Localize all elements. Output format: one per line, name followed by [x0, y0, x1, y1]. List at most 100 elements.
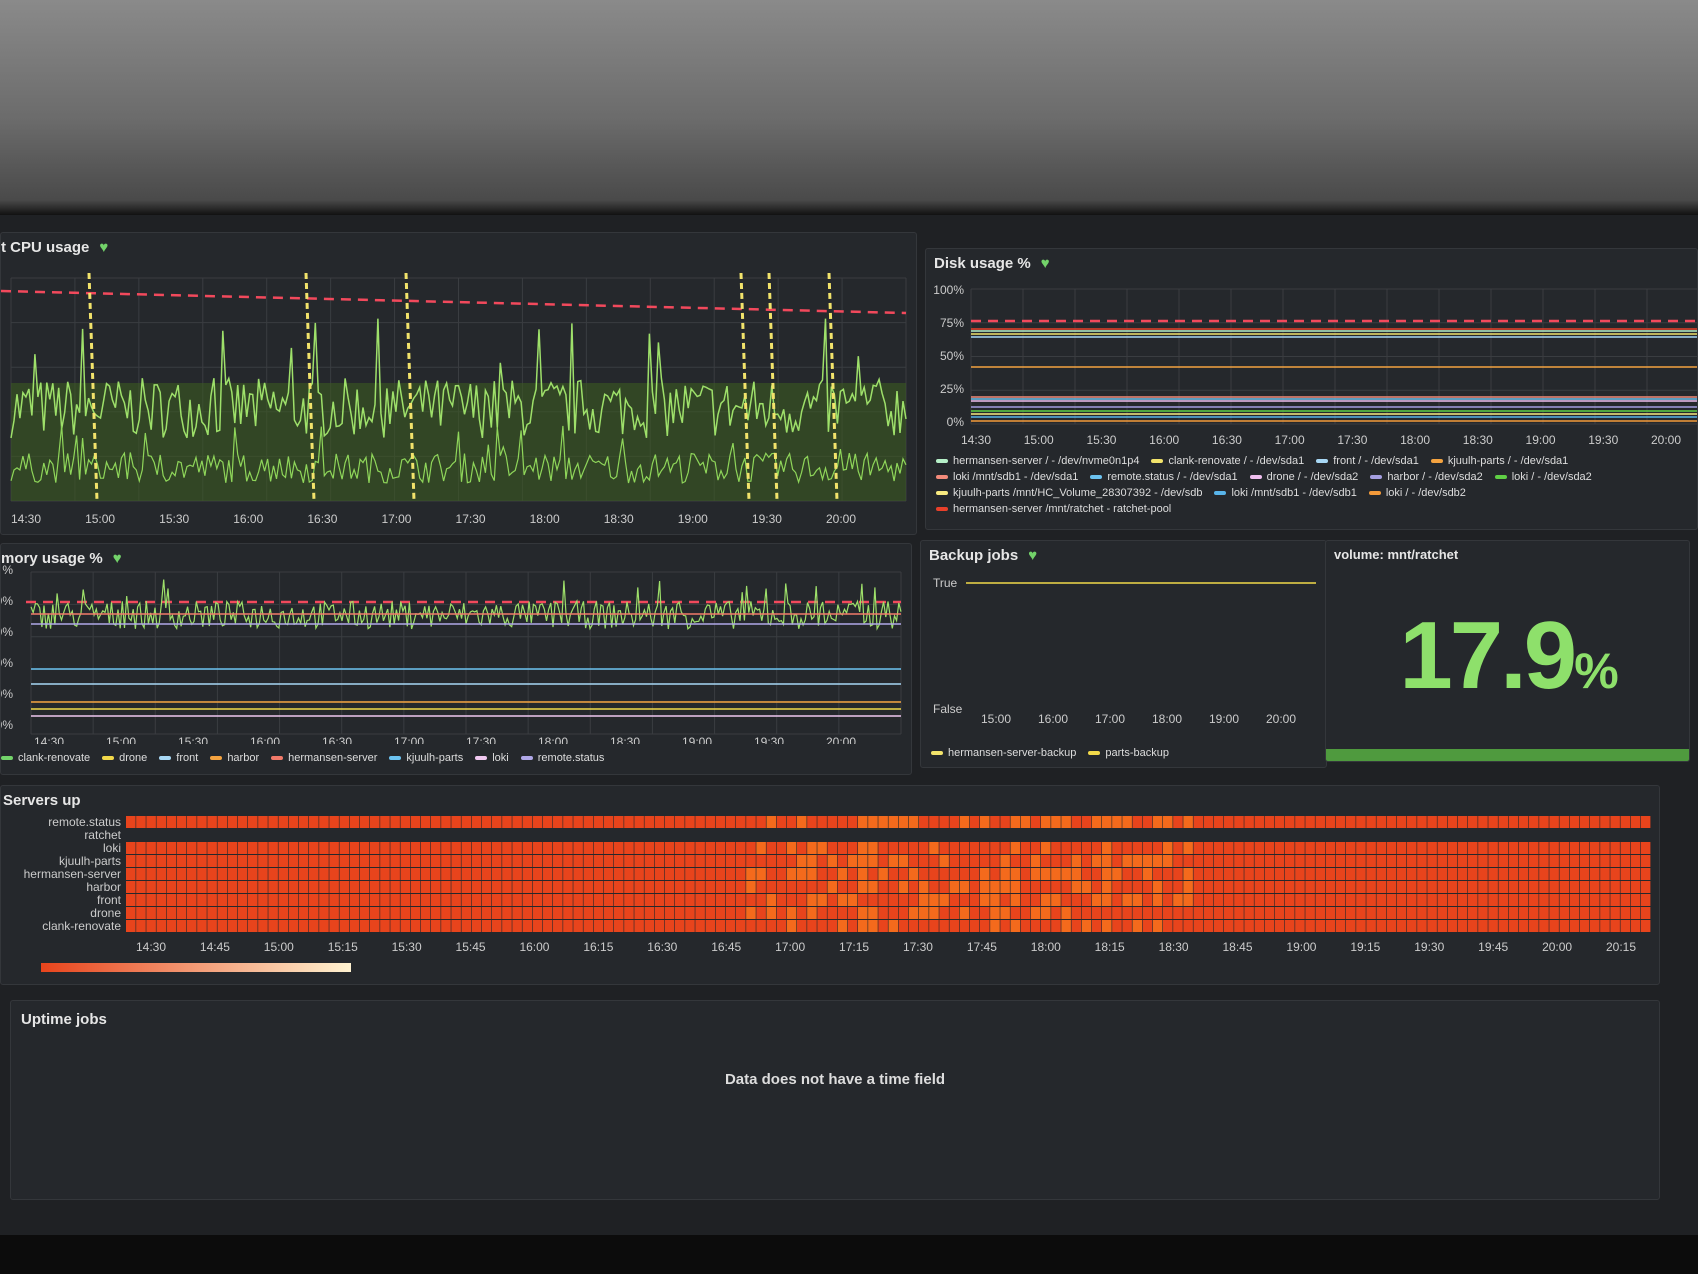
heatmap-cell	[1325, 881, 1336, 893]
legend-item[interactable]: harbor / - /dev/sda2	[1370, 471, 1483, 483]
legend-item[interactable]: loki	[475, 752, 509, 764]
heatmap-cell	[1549, 842, 1559, 854]
heatmap-cell	[298, 894, 309, 906]
heatmap-cell	[1508, 842, 1519, 854]
heatmap-cell	[634, 855, 644, 867]
x-tick-label: 20:00	[1542, 940, 1572, 954]
legend-swatch	[1214, 491, 1227, 495]
legend-item[interactable]: remote.status / - /dev/sda1	[1090, 471, 1238, 483]
heatmap-cell	[888, 842, 899, 854]
heatmap-cell	[390, 881, 400, 893]
heatmap-cell	[1640, 907, 1651, 919]
legend-item[interactable]: drone	[102, 752, 147, 764]
x-tick-label: 15:30	[392, 940, 422, 954]
disk-usage-panel[interactable]: Disk usage % ♥ 100% 75% 50% 25% 0% 14:30 15:00 1…	[925, 248, 1698, 530]
heatmap-cell	[420, 842, 431, 854]
heatmap-cell	[593, 842, 604, 854]
heatmap-cell	[563, 868, 573, 880]
heatmap-cell	[1203, 894, 1214, 906]
heatmap-cell	[1274, 907, 1285, 919]
legend-item[interactable]: loki /mnt/sdb1 - /dev/sdb1	[1214, 487, 1357, 499]
heatmap-cell	[237, 881, 248, 893]
legend-item[interactable]: kjuulh-parts / - /dev/sda1	[1430, 455, 1568, 467]
legend-item[interactable]: hermansen-server /mnt/ratchet - ratchet-…	[936, 503, 1171, 515]
heatmap-cell	[237, 868, 248, 880]
backup-jobs-panel[interactable]: Backup jobs ♥ True False 15:00 16:00 17:00 18:…	[920, 540, 1327, 768]
heatmap-cell	[268, 920, 278, 932]
heatmap-cell	[288, 881, 299, 893]
heatmap-cell	[919, 816, 929, 828]
backup-chart[interactable]: True False 15:00 16:00 17:00 18:00 19:00 20:00	[921, 541, 1327, 741]
legend-item[interactable]: kjuulh-parts	[389, 752, 463, 764]
heatmap-cell	[1427, 907, 1437, 919]
legend-item[interactable]: clank-renovate	[1, 752, 90, 764]
heatmap-cell	[1163, 907, 1173, 919]
legend-item[interactable]: drone / - /dev/sda2	[1249, 471, 1358, 483]
x-tick-label: 16:45	[711, 940, 741, 954]
heatmap-cell	[1132, 868, 1143, 880]
heatmap-cell	[1295, 816, 1305, 828]
disk-chart[interactable]: 100% 75% 50% 25% 0% 14:30 15:00 15:30 16:00 16:30…	[926, 249, 1698, 449]
legend-label: remote.status / - /dev/sda1	[1107, 471, 1238, 483]
heatmap-cell	[1203, 920, 1214, 932]
disk-legend: hermansen-server / - /dev/nvme0n1p4 clank…	[936, 455, 1696, 515]
heatmap-cell	[898, 881, 909, 893]
x-tick-label: 19:45	[1478, 940, 1508, 954]
heatmap-cell	[1325, 855, 1336, 867]
legend-item[interactable]: front	[159, 752, 198, 764]
heatmap-cell	[959, 907, 970, 919]
heatmap-cell	[919, 881, 929, 893]
heatmap-cell	[268, 842, 278, 854]
heatmap-cell	[685, 907, 695, 919]
heatmap-cell	[929, 816, 939, 828]
legend-item[interactable]: hermansen-server-backup	[931, 747, 1076, 759]
legend-item[interactable]: harbor	[210, 752, 259, 764]
uptime-jobs-panel[interactable]: Uptime jobs Data does not have a time fi…	[10, 1000, 1660, 1200]
heatmap-cell	[390, 816, 400, 828]
heatmap-cell	[1447, 907, 1458, 919]
legend-item[interactable]: hermansen-server / - /dev/nvme0n1p4	[936, 455, 1139, 467]
heatmap-cell	[1264, 920, 1275, 932]
memory-chart[interactable]: % 0% 0% 40% 20% 0% 14:30 15:00 15:30 16:00 16:30 17…	[1, 544, 912, 744]
heatmap-cell	[1600, 881, 1610, 893]
heatmap-cell	[1437, 881, 1448, 893]
legend-item[interactable]: clank-renovate / - /dev/sda1	[1151, 455, 1304, 467]
servers-heatmap[interactable]: remote.statusratchetlokikjuulh-partsherm…	[1, 786, 1660, 985]
heatmap-cell	[1386, 907, 1397, 919]
cpu-usage-panel[interactable]: t CPU usage ♥ 14:30 15:00 15:30 16:00 16:30 17…	[0, 232, 917, 535]
heatmap-cell	[431, 894, 441, 906]
heatmap-cell	[400, 855, 411, 867]
legend-item[interactable]: front / - /dev/sda1	[1316, 455, 1419, 467]
heatmap-cell	[929, 881, 939, 893]
volume-stat-panel[interactable]: volume: mnt/ratchet 17.9%	[1325, 540, 1690, 762]
legend-item[interactable]: loki / - /dev/sda2	[1494, 471, 1592, 483]
heatmap-cell	[776, 842, 787, 854]
heatmap-cell	[1640, 842, 1651, 854]
memory-usage-panel[interactable]: mory usage % ♥ % 0% 0% 40% 20% 0% 14:30 15:00 15:…	[0, 543, 912, 775]
heatmap-cell	[461, 920, 472, 932]
heatmap-cell	[1030, 842, 1041, 854]
legend-item[interactable]: remote.status	[520, 752, 604, 764]
heatmap-cell	[797, 816, 807, 828]
heatmap-cell	[197, 907, 207, 919]
x-tick-label: 19:00	[678, 512, 708, 526]
heatmap-cell	[1518, 894, 1529, 906]
legend-item[interactable]: loki /mnt/sdb1 - /dev/sda1	[936, 471, 1078, 483]
legend-item[interactable]: kjuulh-parts /mnt/HC_Volume_28307392 - /…	[936, 487, 1202, 499]
heatmap-cell	[522, 894, 533, 906]
heatmap-cell	[858, 855, 868, 867]
heatmap-cell	[817, 881, 827, 893]
heatmap-cell	[329, 881, 339, 893]
servers-up-panel[interactable]: Servers up remote.status ratchet loki kjuul…	[0, 785, 1660, 985]
heatmap-cell	[1254, 907, 1265, 919]
heatmap-cell	[298, 920, 309, 932]
heatmap-cell	[1315, 894, 1326, 906]
legend-item[interactable]: parts-backup	[1088, 747, 1169, 759]
y-tick-label: 75%	[940, 316, 964, 330]
heatmap-cell	[512, 907, 522, 919]
heatmap-cell	[1203, 868, 1214, 880]
heatmap-cell	[1061, 855, 1071, 867]
legend-item[interactable]: hermansen-server	[271, 752, 377, 764]
cpu-chart[interactable]: 14:30 15:00 15:30 16:00 16:30 17:00 17:30 18:00…	[1, 233, 917, 535]
legend-item[interactable]: loki / - /dev/sdb2	[1368, 487, 1466, 499]
